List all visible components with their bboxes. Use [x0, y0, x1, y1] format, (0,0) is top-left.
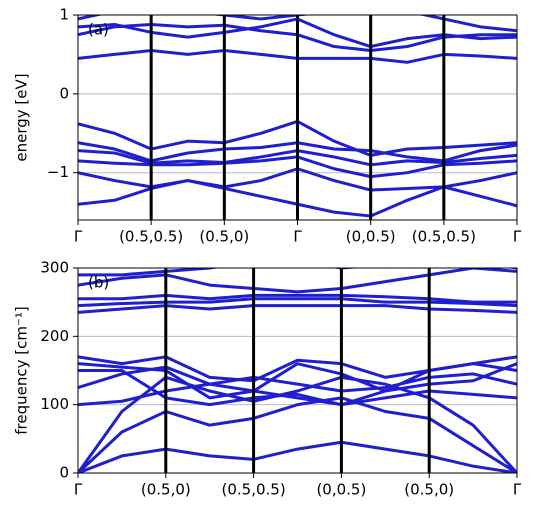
band-line	[78, 382, 517, 407]
x-tick-label: Γ	[293, 228, 302, 246]
y-tick-label: −1	[47, 163, 69, 181]
axes-frame	[77, 14, 518, 221]
band-line	[78, 440, 517, 473]
y-tick-label: 1	[59, 6, 69, 24]
y-tick-label: 0	[59, 84, 69, 102]
band-line	[78, 293, 517, 304]
plot-area	[78, 268, 517, 473]
y-tick-label: 100	[40, 395, 69, 413]
band-line	[78, 362, 517, 400]
panel-label: (a)	[88, 21, 109, 39]
band-line	[78, 297, 517, 308]
x-tick-label: Γ	[74, 481, 83, 499]
x-tick-label: Γ	[74, 228, 83, 246]
band-line	[78, 355, 517, 383]
x-tick-label: (0.5,0)	[141, 481, 191, 499]
y-axis-label: energy [eV]	[13, 73, 31, 161]
x-tick-label: (0,0.5)	[346, 228, 396, 246]
band-line	[78, 268, 517, 294]
x-tick-label: (0.5,0)	[199, 228, 249, 246]
x-tick-label: Γ	[513, 228, 522, 246]
axes-frame	[77, 267, 518, 474]
panel-label: (b)	[88, 274, 109, 292]
y-tick-label: 200	[40, 327, 69, 345]
x-tick-label: (0.5,0.5)	[222, 481, 286, 499]
y-axis-label: frequency [cm⁻¹]	[13, 306, 31, 435]
band-line	[78, 268, 517, 277]
y-tick-label: 0	[59, 464, 69, 482]
x-tick-label: (0.5,0.5)	[412, 228, 476, 246]
x-tick-label: (0,0.5)	[316, 481, 366, 499]
x-tick-label: Γ	[513, 481, 522, 499]
y-tick-label: 300	[40, 259, 69, 277]
band-line	[78, 365, 517, 393]
x-tick-label: (0.5,0)	[404, 481, 454, 499]
band-line	[78, 304, 517, 314]
x-tick-label: (0.5,0.5)	[119, 228, 183, 246]
band-line	[78, 396, 517, 473]
